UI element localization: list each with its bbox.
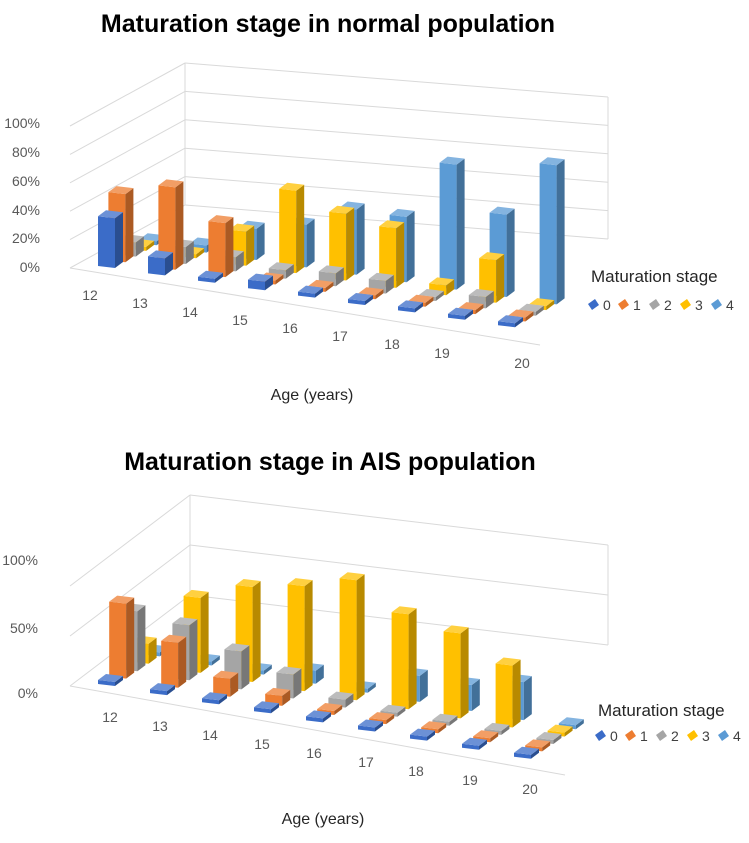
x-tick-label: 17: [332, 328, 348, 344]
legend-label: 4: [726, 297, 734, 313]
x-axis-label: Age (years): [282, 811, 365, 828]
x-axis-label: Age (years): [271, 387, 354, 404]
chart-ais-population: Maturation stage in AIS population 0% 50%…: [2, 448, 741, 828]
legend-label: 3: [702, 728, 710, 744]
bar-series-1-age-13: [161, 634, 187, 688]
y-tick-label: 60%: [12, 173, 40, 189]
y-tick-label: 80%: [12, 144, 40, 160]
bar-series-3-age-17: [379, 220, 405, 288]
bar-series-0-age-12: [98, 210, 123, 268]
legend-swatch: [718, 730, 729, 741]
bar-series-0-age-18: [410, 728, 435, 741]
bar-series-0-age-15: [254, 701, 279, 714]
legend-swatch: [625, 730, 636, 741]
y-tick-label: 0%: [18, 685, 38, 701]
bar-series-0-age-18: [398, 300, 423, 313]
x-tick-label: 18: [408, 763, 424, 779]
x-tick-label: 15: [232, 312, 248, 328]
legend-swatch: [711, 299, 722, 310]
bar-series-3-age-17: [391, 606, 417, 710]
bar-series-3-age-19: [495, 657, 521, 728]
bar-series-0-age-13: [150, 683, 175, 696]
y-tick-label: 100%: [2, 552, 38, 568]
bar-series-0-age-19: [462, 737, 487, 750]
x-tick-label: 15: [254, 736, 270, 752]
bar-series-1-age-14: [213, 670, 239, 697]
legend-item-0: 0: [588, 297, 611, 313]
legend-label: 0: [610, 728, 618, 744]
x-tick-label: 14: [202, 727, 218, 743]
legend-item-0: 0: [595, 728, 618, 744]
bar-series-3-age-15: [279, 182, 305, 274]
y-tick-label: 50%: [10, 620, 38, 636]
bar-series-4-age-20: [539, 157, 565, 305]
x-tick-label: 20: [522, 781, 538, 797]
legend-label: 3: [695, 297, 703, 313]
bar-series-3-age-16: [339, 572, 365, 701]
bar-series-0-age-12: [98, 674, 123, 686]
x-tick-label: 13: [132, 295, 148, 311]
x-tick-label: 19: [434, 345, 450, 361]
bar-series-0-age-13: [148, 250, 173, 276]
legend-item-3: 3: [680, 297, 703, 313]
legend-item-4: 4: [718, 728, 741, 744]
bar-series-0-age-17: [348, 293, 373, 305]
x-tick-label: 16: [282, 320, 298, 336]
legend-label: 0: [603, 297, 611, 313]
legend-title: Maturation stage: [591, 267, 718, 286]
legend-label: 1: [640, 728, 648, 744]
bar-series-0-age-20: [498, 315, 523, 328]
bar-series-3-age-16: [329, 205, 355, 281]
legend-item-1: 1: [625, 728, 648, 744]
bar-series-0-age-16: [298, 285, 323, 298]
bar-series-1-age-13: [158, 179, 184, 270]
x-tick-label: 18: [384, 336, 400, 352]
legend-title: Maturation stage: [598, 701, 725, 720]
chart-normal-population: Maturation stage in normal population 0%…: [4, 10, 734, 404]
x-tick-label: 14: [182, 304, 198, 320]
bar-series-0-age-16: [306, 710, 331, 723]
x-tick-label: 12: [82, 287, 98, 303]
bar-series-0-age-14: [202, 692, 227, 705]
legend-item-1: 1: [618, 297, 641, 313]
legend-swatch: [687, 730, 698, 741]
legend-item-2: 2: [649, 297, 672, 313]
bar-series-0-age-17: [358, 719, 383, 732]
bar-series-1-age-12: [109, 595, 135, 679]
legend-item-3: 3: [687, 728, 710, 744]
bar-series-0-age-19: [448, 307, 473, 320]
chart-title: Maturation stage in AIS population: [124, 448, 536, 476]
x-tick-label: 17: [358, 754, 374, 770]
legend-item-2: 2: [656, 728, 679, 744]
legend-swatch: [649, 299, 660, 310]
legend-swatch: [680, 299, 691, 310]
legend-label: 4: [733, 728, 741, 744]
bar-series-4-age-18: [439, 156, 465, 290]
bar-series-3-age-18: [443, 625, 469, 719]
y-tick-label: 100%: [4, 115, 40, 131]
legend-label: 2: [664, 297, 672, 313]
bar-series-3-age-15: [287, 578, 313, 692]
x-tick-label: 12: [102, 709, 118, 725]
legend-swatch: [595, 730, 606, 741]
y-tick-label: 20%: [12, 230, 40, 246]
y-tick-label: 40%: [12, 202, 40, 218]
legend-swatch: [618, 299, 629, 310]
legend-swatch: [588, 299, 599, 310]
x-tick-label: 16: [306, 745, 322, 761]
legend-item-4: 4: [711, 297, 734, 313]
bar-series-1-age-14: [208, 215, 234, 278]
bar-series-0-age-15: [248, 273, 273, 291]
y-tick-label: 0%: [20, 259, 40, 275]
x-tick-label: 19: [462, 772, 478, 788]
x-tick-label: 20: [514, 355, 530, 371]
bar-series-0-age-14: [198, 270, 223, 283]
legend-label: 2: [671, 728, 679, 744]
chart-title: Maturation stage in normal population: [101, 10, 555, 38]
bar-series-0-age-20: [514, 746, 539, 759]
legend-label: 1: [633, 297, 641, 313]
x-tick-label: 13: [152, 718, 168, 734]
legend-swatch: [656, 730, 667, 741]
